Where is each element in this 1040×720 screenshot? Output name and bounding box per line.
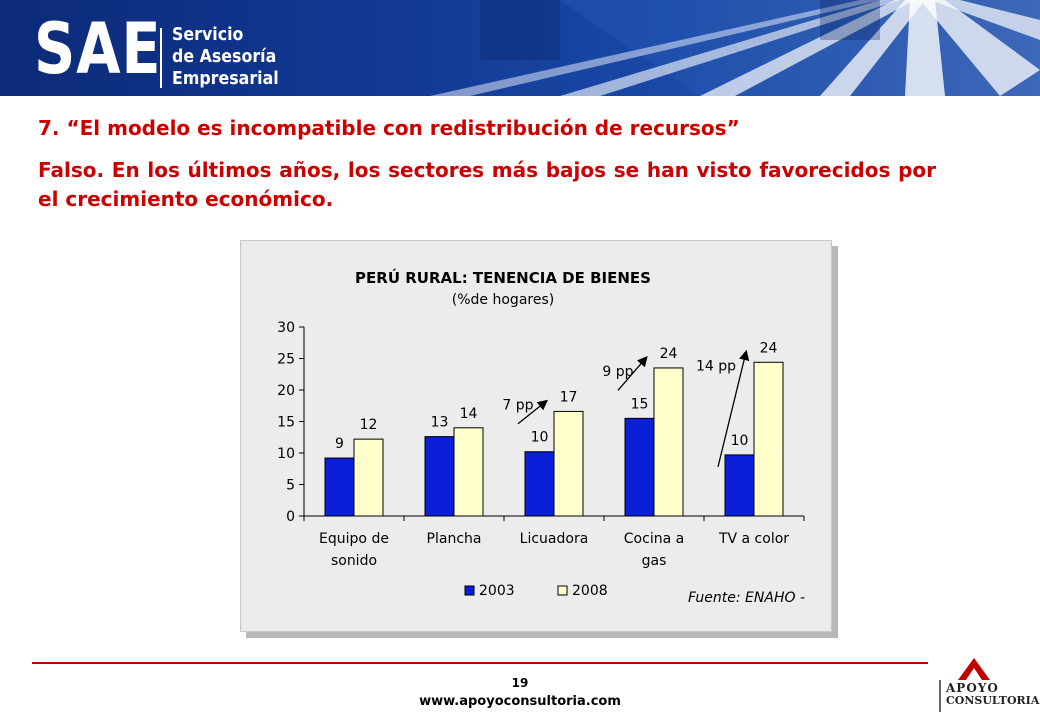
- x-tick-label: Plancha: [427, 531, 482, 547]
- y-tick-label: 30: [277, 320, 295, 336]
- logo-separator: [160, 28, 162, 88]
- data-label: 17: [560, 389, 578, 405]
- chart-panel: [240, 240, 832, 632]
- footer-rule: [32, 662, 928, 664]
- legend-label: 2003: [479, 583, 515, 599]
- data-label: 9: [335, 436, 344, 452]
- x-tick-label: sonido: [331, 553, 377, 569]
- y-tick-label: 0: [286, 509, 295, 525]
- annotation-arrow: [617, 355, 648, 391]
- apoyo-brand-line1: APOYO: [946, 681, 999, 695]
- slide-subline: Falso. En los últimos años, los sectores…: [38, 158, 936, 211]
- data-label: 13: [431, 415, 449, 431]
- annotation-label: 14 pp: [696, 358, 736, 374]
- data-label: 24: [760, 340, 778, 356]
- apoyo-brand-line2: CONSULTORIA: [946, 694, 1040, 707]
- y-tick-label: 5: [286, 478, 295, 494]
- x-tick-label: Licuadora: [520, 531, 589, 547]
- bar-2008: [453, 427, 484, 517]
- annotation-arrow: [517, 399, 549, 425]
- chart-source: Fuente: ENAHO -: [688, 590, 805, 606]
- y-tick-label: 15: [277, 415, 295, 431]
- y-tick-label: 20: [277, 383, 295, 399]
- logo-line-3: Empresarial: [172, 68, 279, 89]
- data-label: 24: [660, 346, 678, 362]
- y-tick-label: 10: [277, 446, 295, 462]
- x-tick-label: TV a color: [718, 531, 789, 547]
- page-number: 19: [511, 676, 529, 690]
- bar-2003: [324, 457, 355, 517]
- logo-line-2: de Asesoría: [172, 46, 277, 67]
- logo-tagline: Servicio de Asesoría Empresarial: [172, 24, 293, 90]
- x-tick-label: Cocina a: [624, 531, 684, 547]
- annotation-label: 7 pp: [502, 397, 533, 413]
- data-label: 15: [631, 396, 649, 412]
- data-label: 14: [460, 406, 478, 422]
- bar-2003: [524, 451, 555, 517]
- data-label: 10: [531, 430, 549, 446]
- y-tick-label: 25: [277, 352, 295, 368]
- bar-2008: [353, 438, 384, 517]
- banner-background-art: [430, 0, 1040, 96]
- annotation-arrow: [717, 349, 750, 468]
- x-tick-label: gas: [642, 553, 667, 569]
- bar-2003: [724, 454, 755, 517]
- bar-2008: [653, 367, 684, 517]
- annotation-label: 9 pp: [602, 364, 633, 380]
- legend-swatch-2003: [464, 585, 475, 596]
- legend-swatch-2008: [557, 585, 568, 596]
- footer-url[interactable]: www.apoyoconsultoria.com: [419, 694, 621, 709]
- header-banner: SAE Servicio de Asesoría Empresarial: [0, 0, 1040, 96]
- data-label: 10: [731, 433, 749, 449]
- bar-2003: [624, 417, 655, 517]
- bar-2008: [753, 361, 784, 517]
- chart: PERÚ RURAL: TENENCIA DE BIENES (%de hoga…: [277, 268, 805, 606]
- logo-line-1: Servicio: [172, 24, 244, 45]
- chart-subtitle: (%de hogares): [452, 292, 554, 308]
- legend-label: 2008: [572, 583, 608, 599]
- sae-logo: SAE: [34, 8, 162, 90]
- slide-headline: 7. “El modelo es incompatible con redist…: [38, 116, 740, 140]
- x-tick-label: Equipo de: [319, 531, 389, 547]
- bar-2003: [424, 436, 455, 517]
- bar-2008: [553, 410, 584, 517]
- apoyo-logo-icon: [939, 658, 990, 712]
- chart-title: PERÚ RURAL: TENENCIA DE BIENES: [355, 268, 651, 287]
- data-label: 12: [360, 417, 378, 433]
